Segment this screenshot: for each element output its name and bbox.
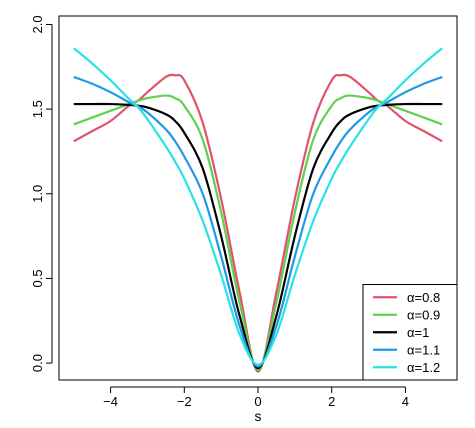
y-tick-label: 1.0 xyxy=(30,185,45,203)
plot-area xyxy=(73,47,443,373)
x-tick-label: 4 xyxy=(402,394,409,409)
x-tick-label: 2 xyxy=(328,394,335,409)
y-axis: 0.0 0.5 1.0 1.5 2.0 xyxy=(30,15,53,372)
series-line-1 xyxy=(73,94,443,371)
legend-label: α=0.8 xyxy=(407,290,440,305)
x-axis-title: s xyxy=(255,408,262,424)
x-tick-label: −4 xyxy=(103,394,118,409)
x-tick-label: −2 xyxy=(177,394,192,409)
legend: α=0.8 α=0.9 α=1 α=1.1 α=1.2 xyxy=(362,284,458,381)
plot-frame xyxy=(58,15,458,381)
x-axis: −4 −2 0 2 4 xyxy=(103,386,409,409)
y-tick-label: 1.5 xyxy=(30,100,45,118)
series-line-4 xyxy=(73,47,443,366)
y-tick-label: 2.0 xyxy=(30,15,45,33)
legend-label: α=1.1 xyxy=(407,342,440,357)
legend-label: α=1 xyxy=(407,325,429,340)
legend-label: α=0.9 xyxy=(407,307,440,322)
legend-label: α=1.2 xyxy=(407,360,440,375)
y-tick-label: 0.0 xyxy=(30,354,45,372)
x-tick-label: 0 xyxy=(254,394,261,409)
y-tick-label: 0.5 xyxy=(30,269,45,287)
